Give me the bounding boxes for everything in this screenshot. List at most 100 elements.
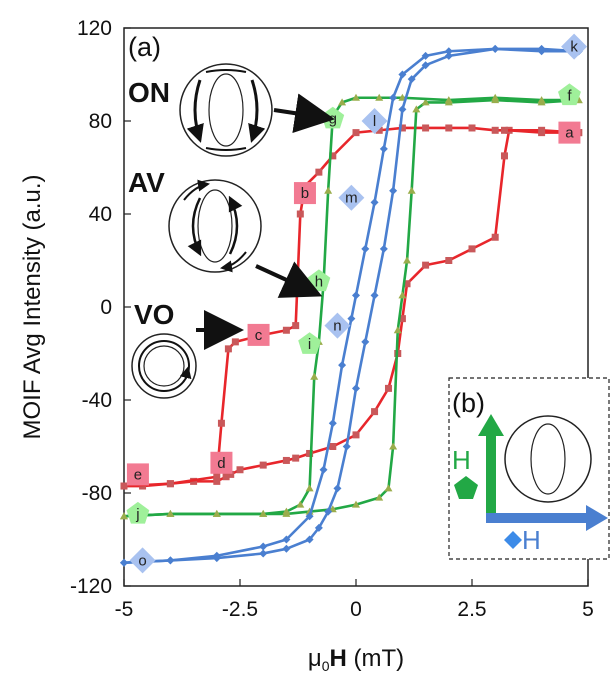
point-label-g: g [329, 111, 337, 128]
series-layer [120, 44, 583, 567]
red-square-marker [222, 473, 230, 481]
green-triangle-marker [444, 96, 453, 104]
red-square-marker [538, 126, 546, 134]
av-domain-diagram [168, 179, 262, 273]
green-pentagon-icon [454, 476, 478, 499]
blue-diamond-marker [444, 51, 453, 60]
red-square-marker [352, 129, 360, 137]
state-label-av: AV [128, 167, 165, 198]
blue-diamond-marker [398, 70, 407, 79]
point-label-badge [126, 501, 150, 524]
green-h-label: H [452, 445, 471, 475]
red-square-marker [403, 280, 411, 288]
point-label-b: b [301, 185, 309, 202]
blue-diamond-marker [370, 291, 379, 300]
point-label-i: i [308, 336, 311, 353]
green-triangle-marker [282, 507, 291, 515]
green-triangle-marker [352, 93, 360, 101]
red-square-marker [213, 477, 221, 485]
red-square-marker [398, 124, 406, 132]
red-square-marker [166, 480, 174, 488]
red-square-marker [329, 443, 337, 450]
blue-diamond-marker [407, 75, 416, 84]
red-square-marker [422, 124, 430, 132]
point-label-n: n [333, 318, 341, 335]
point-label-h: h [315, 273, 323, 290]
point-label-a: a [565, 125, 574, 142]
green-triangle-marker [352, 500, 360, 508]
green-triangle-marker [398, 291, 407, 299]
inset-b: (b) H H [448, 377, 610, 560]
blue-diamond-marker [342, 442, 351, 451]
blue-diamond-marker [338, 361, 347, 370]
red-square-marker [292, 454, 300, 462]
point-label-j: j [135, 506, 139, 523]
point-label-badge [361, 108, 388, 134]
blue-diamond-marker [444, 47, 453, 56]
red-square-marker [491, 233, 499, 241]
blue-diamond-marker [389, 186, 398, 195]
green-triangle-marker [120, 512, 128, 520]
point-label-f: f [567, 87, 572, 104]
green-triangle-marker [421, 98, 430, 106]
red-square-marker [375, 126, 383, 134]
blue-diamond-marker [259, 542, 268, 551]
point-label-badge [558, 121, 581, 144]
red-square-marker [120, 482, 128, 490]
red-square-marker [259, 461, 267, 469]
blue-diamond-marker [212, 551, 221, 560]
blue-field-arrowhead [586, 505, 608, 531]
blue-diamond-marker [379, 244, 388, 253]
axes-group: -5 -2.5 0 2.5 5 -120 -80 -40 0 40 80 120 [70, 17, 594, 621]
point-label-badge [126, 463, 149, 486]
x-tick-label: 0 [350, 598, 362, 621]
green-series-line [123, 96, 579, 518]
on-domain-diagram [179, 63, 273, 157]
blue-diamond-marker [389, 93, 398, 102]
green-triangle-marker [324, 186, 333, 194]
green-triangle-marker [305, 484, 314, 492]
blue-diamond-marker [314, 523, 323, 532]
y-tick-label: 40 [89, 203, 112, 226]
point-label-badge [298, 332, 321, 354]
point-label-badge [558, 83, 581, 106]
blue-diamond-marker [282, 544, 291, 553]
red-square-marker [217, 419, 225, 427]
blue-diamond-marker [379, 144, 388, 153]
green-triangle-marker [407, 186, 416, 194]
y-tick-label: -40 [82, 389, 112, 412]
blue-diamond-marker [361, 337, 370, 346]
red-square-marker [213, 473, 221, 481]
x-axis-title: μ0H (mT) [308, 645, 404, 674]
point-label-o: o [138, 552, 146, 569]
blue-diamond-marker [491, 44, 500, 53]
green-triangle-marker [259, 509, 268, 517]
blue-diamond-icon [504, 531, 522, 549]
x-tick-label: -5 [115, 598, 134, 621]
y-tick-label: -120 [70, 575, 112, 598]
blue-diamond-marker [537, 44, 546, 53]
blue-diamond-marker [166, 556, 175, 565]
green-triangle-marker [310, 372, 319, 380]
blue-diamond-marker [352, 384, 360, 393]
blue-diamond-marker [305, 535, 314, 544]
x-axis-h: H [329, 645, 346, 672]
blue-series-line [123, 47, 579, 565]
state-label-on: ON [128, 77, 170, 108]
red-square-marker [236, 466, 244, 474]
point-label-badge [324, 312, 351, 339]
blue-diamond-marker [120, 558, 128, 567]
blue-diamond-marker [282, 535, 291, 544]
y-tick-label: -80 [82, 482, 112, 505]
green-triangle-marker [403, 256, 412, 264]
x-tick-label: 2.5 [457, 598, 486, 621]
red-square-marker [282, 326, 290, 334]
blue-diamond-marker [352, 291, 360, 300]
y-tick-label: 0 [100, 296, 112, 319]
green-triangle-marker [375, 493, 384, 501]
state-label-vo: VO [134, 299, 174, 330]
point-label-l: l [373, 113, 376, 130]
panel-label-a: (a) [128, 32, 161, 62]
blue-diamond-marker [421, 51, 430, 60]
